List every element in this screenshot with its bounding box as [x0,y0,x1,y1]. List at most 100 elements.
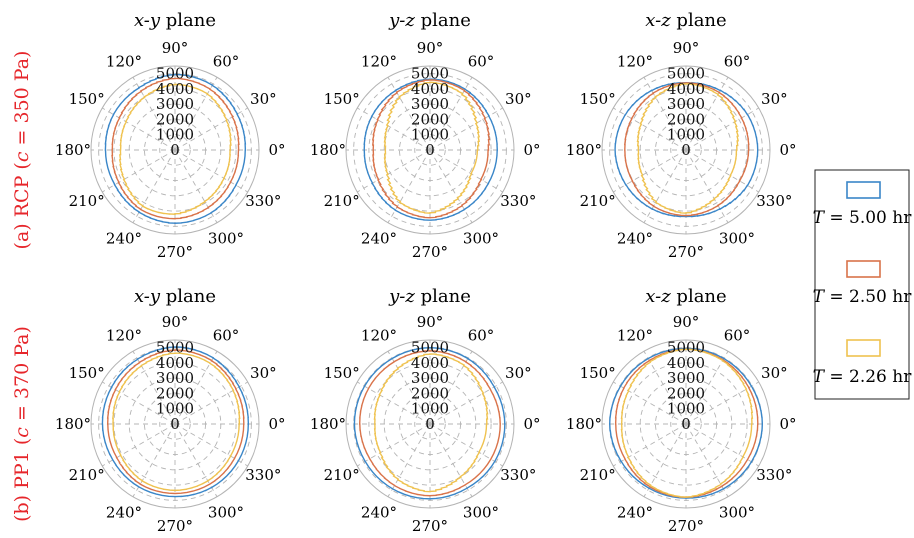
angle-tick-label: 90° [417,313,444,331]
row-labels: (a) RCP (c = 350 Pa) (b) PP1 (c = 370 Pa… [11,51,33,522]
angle-tick-label: 240° [617,503,653,521]
radial-grid-ring [414,408,446,440]
legend-label-226hr: T = 2.26 hr [813,367,913,387]
angle-tick-label: 240° [617,229,653,247]
radial-grid-ring [670,134,702,166]
angle-tick-label: 270° [157,517,193,535]
legend-swatch-226hr [846,339,881,357]
angle-tick-label: 210° [69,192,105,210]
angular-grid-spoke [174,423,248,467]
radial-tick-label: 5000 [411,339,449,357]
angle-tick-label: 240° [361,503,397,521]
angle-tick-label: 150° [324,90,360,108]
panel-titles: x-y plane y-z plane x-z plane x-y plane … [134,10,727,307]
radial-tick-label: 0 [170,141,180,159]
angle-tick-label: 60° [468,53,495,71]
angle-tick-label: 60° [724,327,751,345]
angle-tick-label: 150° [580,364,616,382]
angle-tick-label: 330° [756,466,792,484]
angular-grid-spoke [613,149,687,193]
series-line-250hr [623,82,750,217]
angle-tick-label: 300° [208,503,244,521]
radial-tick-label: 1000 [156,126,194,144]
series-line-250hr [371,79,491,219]
angular-grid-spoke [174,149,218,223]
angle-tick-label: 120° [617,53,653,71]
radial-tick-label: 4000 [411,354,449,372]
series-line-5hr [353,346,506,500]
angle-tick-label: 300° [463,503,499,521]
radial-tick-label: 5000 [667,65,705,83]
radial-tick-label: 1000 [411,126,449,144]
angle-tick-label: 330° [500,466,536,484]
angle-tick-label: 330° [245,466,281,484]
radial-tick-label: 2000 [411,384,449,402]
angle-tick-label: 240° [106,503,142,521]
angle-tick-label: 60° [724,53,751,71]
series-line-5hr [614,81,759,218]
radial-tick-label: 5000 [411,65,449,83]
radial-tick-label: 3000 [667,369,705,387]
angle-tick-label: 0° [779,415,796,433]
angle-tick-label: 120° [106,327,142,345]
angle-tick-label: 270° [668,243,704,261]
angle-tick-label: 300° [463,229,499,247]
radial-tick-label: 4000 [156,354,194,372]
radial-grid-ring [624,362,748,486]
angular-grid-spoke [357,149,431,193]
angular-grid-spoke [429,423,503,467]
angle-tick-label: 330° [756,192,792,210]
angle-tick-label: 240° [106,229,142,247]
legend-label-5hr: T = 5.00 hr [813,208,913,228]
angle-tick-label: 60° [213,53,240,71]
angle-tick-label: 0° [523,141,540,159]
radial-tick-label: 1000 [667,126,705,144]
series-line-250hr [106,349,245,495]
angle-tick-label: 150° [580,90,616,108]
angular-grid-spoke [102,149,176,193]
angle-tick-label: 30° [505,90,532,108]
angle-tick-label: 210° [580,192,616,210]
angle-tick-label: 300° [208,229,244,247]
panel-title-a-xy: x-y plane [134,10,216,31]
legend-box [814,169,910,400]
angle-tick-label: 0° [779,141,796,159]
angle-tick-label: 210° [69,466,105,484]
row-label-b: (b) PP1 (c = 370 Pa) [11,326,33,522]
radial-tick-label: 3000 [411,95,449,113]
series-line-250hr [358,350,501,497]
angle-tick-label: 210° [324,192,360,210]
angle-tick-label: 30° [250,90,277,108]
angle-tick-label: 180° [566,141,602,159]
angle-tick-label: 180° [55,415,91,433]
radial-tick-label: 5000 [156,65,194,83]
panel-title-b-xz: x-z plane [645,286,726,307]
angle-tick-label: 30° [761,364,788,382]
series-line-5hr [363,78,498,221]
angle-tick-label: 330° [245,192,281,210]
series-line-5hr [608,347,764,499]
radial-tick-label: 3000 [411,369,449,387]
radial-tick-label: 0 [425,415,435,433]
radial-tick-label: 2000 [156,110,194,128]
angle-tick-label: 270° [157,243,193,261]
angle-tick-label: 210° [324,466,360,484]
radial-tick-label: 4000 [156,80,194,98]
radial-grid-ring [368,88,492,212]
angle-tick-label: 150° [69,364,105,382]
radial-tick-label: 4000 [667,354,705,372]
angle-tick-label: 300° [719,229,755,247]
angle-tick-label: 90° [162,313,189,331]
angle-tick-label: 30° [250,364,277,382]
angle-tick-label: 120° [617,327,653,345]
angle-tick-label: 150° [69,90,105,108]
angle-tick-label: 180° [566,415,602,433]
angle-tick-label: 60° [213,327,240,345]
series-line-226hr [383,81,481,214]
radial-tick-label: 4000 [667,80,705,98]
angle-tick-label: 120° [361,53,397,71]
angle-tick-label: 0° [268,415,285,433]
angle-tick-label: 90° [673,313,700,331]
